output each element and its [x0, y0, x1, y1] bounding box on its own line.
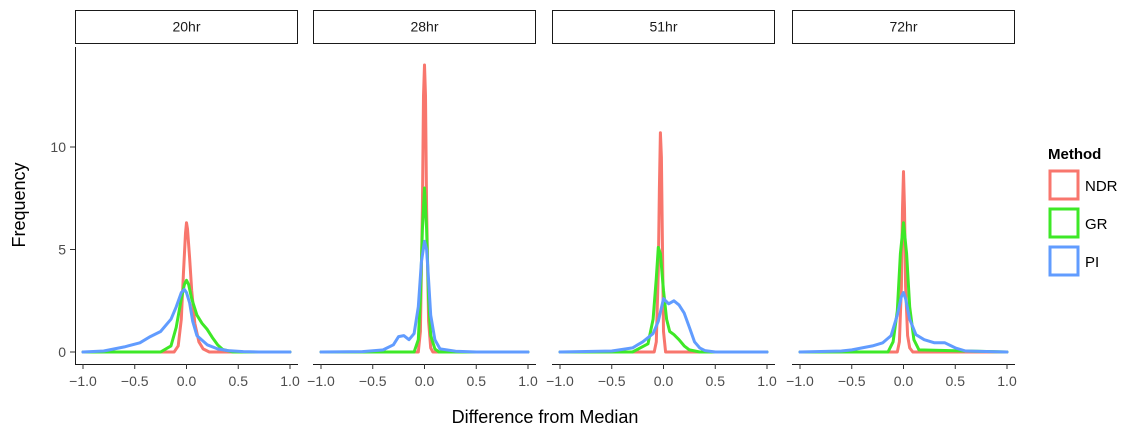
facet-label: 72hr [889, 19, 917, 35]
legend-key [1048, 245, 1080, 277]
legend-key [1048, 207, 1080, 239]
legend-label: PI [1085, 254, 1099, 271]
legend-title: Method [1048, 146, 1101, 163]
x-tick-label: 1.0 [518, 373, 538, 389]
series-gr-line [319, 186, 530, 354]
facet-label: 28hr [410, 19, 438, 35]
x-tick-label: 0.5 [946, 373, 966, 389]
facet-strip [75, 10, 298, 44]
x-tick-label: 0.5 [467, 373, 487, 389]
y-tick-label: 10 [50, 139, 66, 155]
legend-item-gr: GR [1048, 207, 1108, 239]
x-tick-label: 0.5 [706, 373, 726, 389]
legend-item-ndr: NDR [1048, 169, 1118, 201]
series-ndr-line [558, 131, 769, 354]
x-tick-label: 0.0 [177, 373, 197, 389]
series-pi-line [319, 239, 530, 354]
legend-key [1048, 169, 1080, 201]
series-pi-line [558, 297, 769, 354]
x-tick-label: −0.5 [598, 373, 626, 389]
panel-20hr: 20hr −1.0 −0.5 0.0 0.5 1.0 [69, 10, 300, 389]
facet-strip [313, 10, 536, 44]
series-ndr-line [81, 221, 292, 354]
x-tick-label: 0.5 [229, 373, 249, 389]
panel-72hr: 72hr −1.0 −0.5 0.0 0.5 1.0 [786, 10, 1017, 389]
x-tick-label: 1.0 [280, 373, 300, 389]
x-tick-label: 0.0 [415, 373, 435, 389]
series-gr-line [798, 221, 1009, 354]
x-tick-label: −1.0 [546, 373, 574, 389]
facet-label: 20hr [172, 19, 200, 35]
legend-entries: NDR GR PI [1048, 169, 1118, 277]
x-tick-label: 1.0 [757, 373, 777, 389]
panel-28hr: 28hr −1.0 −0.5 0.0 0.5 1.0 [307, 10, 538, 389]
x-tick-label: −1.0 [69, 373, 97, 389]
legend-item-pi: PI [1048, 245, 1099, 277]
series-gr-line [81, 278, 292, 354]
facet-strip [552, 10, 775, 44]
x-tick-label: 0.0 [654, 373, 674, 389]
legend-label: GR [1085, 216, 1108, 233]
panel-51hr: 51hr −1.0 −0.5 0.0 0.5 1.0 [546, 10, 777, 389]
legend-label: NDR [1085, 178, 1118, 195]
y-tick-label: 5 [58, 242, 66, 258]
x-tick-label: −0.5 [121, 373, 149, 389]
y-axis: 0 5 10 [50, 47, 76, 364]
legend: Method NDR GR PI [1048, 146, 1118, 277]
series-pi-line [798, 291, 1009, 354]
x-tick-label: 0.0 [894, 373, 914, 389]
y-axis-title: Frequency [9, 162, 29, 247]
series-ndr-line [798, 170, 1009, 354]
x-tick-label: 1.0 [997, 373, 1017, 389]
facet-strip [792, 10, 1015, 44]
panels: 20hr −1.0 −0.5 0.0 0.5 1.0 28hr −1.0 −0.5 0.0 0.5 1… [69, 10, 1017, 389]
x-tick-label: −0.5 [838, 373, 866, 389]
series-pi-line [81, 288, 292, 354]
series-gr-line [558, 245, 769, 354]
series-ndr-line [319, 63, 530, 354]
y-tick-label: 0 [58, 344, 66, 360]
x-tick-label: −1.0 [307, 373, 335, 389]
x-axis-title: Difference from Median [452, 407, 639, 427]
facet-label: 51hr [649, 19, 677, 35]
x-tick-label: −1.0 [786, 373, 814, 389]
x-tick-label: −0.5 [359, 373, 387, 389]
